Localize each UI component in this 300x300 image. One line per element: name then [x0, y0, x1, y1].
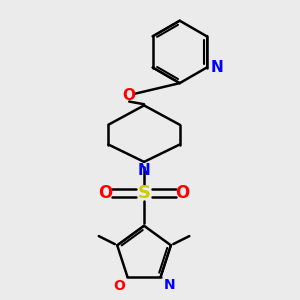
Text: N: N: [164, 278, 175, 292]
Text: O: O: [98, 184, 112, 202]
Text: O: O: [176, 184, 190, 202]
Text: N: N: [138, 164, 150, 178]
Text: S: S: [138, 184, 151, 202]
Text: O: O: [113, 279, 125, 293]
Text: O: O: [123, 88, 136, 103]
Text: N: N: [210, 60, 223, 75]
